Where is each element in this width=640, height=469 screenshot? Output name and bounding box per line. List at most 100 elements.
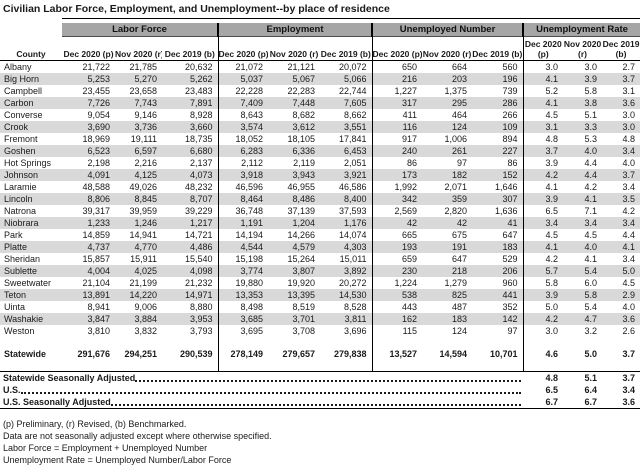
cell: 443 — [402, 302, 418, 312]
cell: 162 — [372, 313, 423, 325]
cell: 4.4 — [622, 230, 636, 240]
spacer-cell — [62, 360, 219, 372]
cell: 8,928 — [162, 109, 219, 121]
cell: 4.1 — [584, 254, 598, 264]
cell: 3.4 — [523, 217, 564, 229]
cell: 3.3 — [563, 121, 603, 133]
table-row: Campbell 23,455 23,658 23,483 22,228 22,… — [0, 85, 640, 97]
adjusted-row-label: Statewide Seasonally Adjusted — [3, 372, 136, 383]
cell: 86 — [407, 158, 418, 168]
cell: 18,969 — [82, 134, 110, 144]
cell: 21,232 — [162, 277, 219, 289]
cell: 23,455 — [82, 86, 110, 96]
cell: 3,695 — [240, 326, 264, 336]
cell: 49,026 — [129, 182, 157, 192]
rate-cell: 4.8 — [545, 372, 559, 383]
county-name: Sheridan — [4, 254, 41, 264]
cell: 464 — [452, 110, 468, 120]
cell: 4.4 — [563, 169, 603, 181]
cell: 352 — [472, 301, 524, 313]
adjusted-label-cell: U.S. Seasonally Adjusted — [0, 395, 524, 409]
cell: 8,880 — [162, 301, 219, 313]
footnotes: (p) Preliminary, (r) Revised, (b) Benchm… — [0, 418, 640, 466]
cell: 825 — [422, 289, 473, 301]
cell: 97 — [472, 325, 524, 337]
cell: 4.6 — [545, 349, 559, 359]
county-name: Teton — [0, 289, 62, 301]
adjusted-row-label: U.S. — [3, 384, 21, 395]
cell: 3,921 — [320, 169, 373, 181]
cell: 1,227 — [394, 86, 418, 96]
county-name: Statewide — [4, 349, 47, 359]
statewide-row: Statewide 291,676 294,251 290,539 278,14… — [0, 348, 640, 360]
cell: 3,574 — [218, 121, 269, 133]
cell: 4.5 — [622, 278, 636, 288]
cell: 23,483 — [162, 85, 219, 97]
adjusted-row: Statewide Seasonally Adjusted 4.8 5.1 3.… — [0, 371, 640, 384]
rate-cell: 3.7 — [622, 372, 636, 383]
cell: 20,272 — [320, 277, 373, 289]
col-header: Dec 2019 (b) — [162, 36, 219, 61]
cell: 14,074 — [320, 229, 373, 241]
cell: 487 — [452, 302, 468, 312]
table-row: Carbon 7,726 7,743 7,891 7,409 7,448 7,6… — [0, 97, 640, 109]
spacer-cell — [523, 337, 640, 348]
cell: 3.2 — [584, 326, 598, 336]
cell: 14,721 — [162, 229, 219, 241]
spacer-cell — [0, 337, 62, 348]
cell: 3,774 — [218, 265, 269, 277]
cell: 218 — [422, 265, 473, 277]
cell: 917 — [402, 134, 418, 144]
group-header-row: Labor Force Employment Unemployed Number… — [0, 23, 640, 37]
cell: 5.3 — [584, 134, 598, 144]
cell: 5.0 — [602, 265, 640, 277]
cell: 13,395 — [268, 289, 321, 301]
group-employment: Employment — [218, 23, 374, 37]
cell: 41 — [472, 217, 524, 229]
county-name: Johnson — [0, 169, 62, 181]
cell: 39,229 — [162, 205, 219, 217]
table-row: Natrona 39,317 39,959 39,229 36,748 37,1… — [0, 205, 640, 217]
cell: 739 — [472, 85, 524, 97]
footnote: (p) Preliminary, (r) Revised, (b) Benchm… — [3, 418, 187, 429]
county-column-header: County — [0, 36, 62, 61]
cell: 960 — [472, 277, 524, 289]
cell: 894 — [472, 133, 524, 145]
cell: 1,176 — [320, 217, 373, 229]
footnote: Data are not seasonally adjusted except … — [3, 430, 272, 441]
col-header-line2: (b) — [615, 49, 627, 59]
cell: 4.4 — [584, 158, 598, 168]
rate-cell: 6.7 — [563, 395, 603, 409]
cell: 3.1 — [622, 86, 636, 96]
cell: 342 — [372, 193, 423, 205]
cell: 14,594 — [439, 349, 468, 359]
spacer-cell — [372, 337, 524, 348]
table-row: Weston 3,810 3,832 3,793 3,695 3,708 3,6… — [0, 325, 640, 337]
cell: 2.6 — [622, 326, 636, 336]
cell: 3.6 — [602, 313, 640, 325]
cell: 21,104 — [82, 278, 110, 288]
table-row: Laramie 48,588 49,026 48,232 46,596 46,9… — [0, 181, 640, 193]
cell: 4,025 — [115, 265, 162, 277]
labor-force-table: Labor Force Employment Unemployed Number… — [0, 23, 640, 409]
cell: 5.0 — [584, 349, 598, 359]
county-name: Goshen — [0, 145, 62, 157]
cell: 8,845 — [115, 193, 162, 205]
cell: 4.5 — [545, 230, 559, 240]
table-top-rule — [62, 18, 640, 19]
column-header-row: County Dec 2020 (p) Nov 2020 (r) Dec 201… — [0, 36, 640, 61]
county-name: Weston — [4, 326, 35, 336]
cell: 4,737 — [62, 241, 115, 253]
table-row: Fremont 18,969 19,111 18,735 18,052 18,1… — [0, 133, 640, 145]
cell: 17,841 — [320, 133, 373, 145]
table-row: Sweetwater 21,104 21,199 21,232 19,880 1… — [0, 277, 640, 289]
cell: 4.2 — [545, 254, 559, 264]
cell: 4,486 — [162, 241, 219, 253]
cell: 560 — [472, 60, 524, 73]
table-row: Johnson 4,091 4,125 4,073 3,918 3,943 3,… — [0, 169, 640, 181]
cell: 13,527 — [389, 349, 418, 359]
cell: 7,448 — [268, 97, 321, 109]
cell: 4.2 — [622, 206, 636, 216]
cell: 5,253 — [62, 73, 115, 85]
cell: 8,464 — [218, 193, 269, 205]
